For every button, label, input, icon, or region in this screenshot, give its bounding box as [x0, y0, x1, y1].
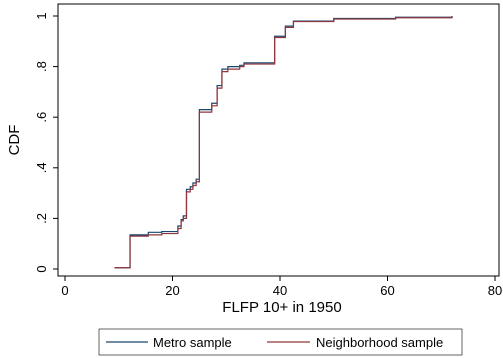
legend: Metro sample Neighborhood sample [98, 328, 463, 356]
y-axis-label: CDF [6, 125, 23, 156]
y-tick-label: 1 [34, 12, 49, 19]
y-tick-label: 0 [34, 265, 49, 272]
x-tick-label: 20 [165, 283, 179, 298]
y-tick-label: .8 [34, 61, 49, 72]
y-axis: 0 .2 .4 .6 .8 1 [34, 12, 58, 273]
x-axis-label: FLFP 10+ in 1950 [222, 299, 341, 316]
x-tick-label: 0 [61, 283, 68, 298]
y-tick-label: .2 [34, 213, 49, 224]
x-axis: 0 20 40 60 80 [61, 276, 502, 298]
legend-label-metro-sample: Metro sample [153, 335, 232, 350]
x-tick-label: 40 [273, 283, 287, 298]
y-tick-label: .4 [34, 162, 49, 173]
plot-area-border [57, 3, 500, 277]
series-line-neighborhood-sample [114, 16, 453, 269]
x-tick-label: 80 [488, 283, 502, 298]
x-tick-label: 60 [380, 283, 394, 298]
y-tick-label: .6 [34, 112, 49, 123]
plot-frame [57, 3, 500, 277]
series-layer [114, 16, 453, 269]
legend-label-neighborhood-sample: Neighborhood sample [316, 335, 443, 350]
